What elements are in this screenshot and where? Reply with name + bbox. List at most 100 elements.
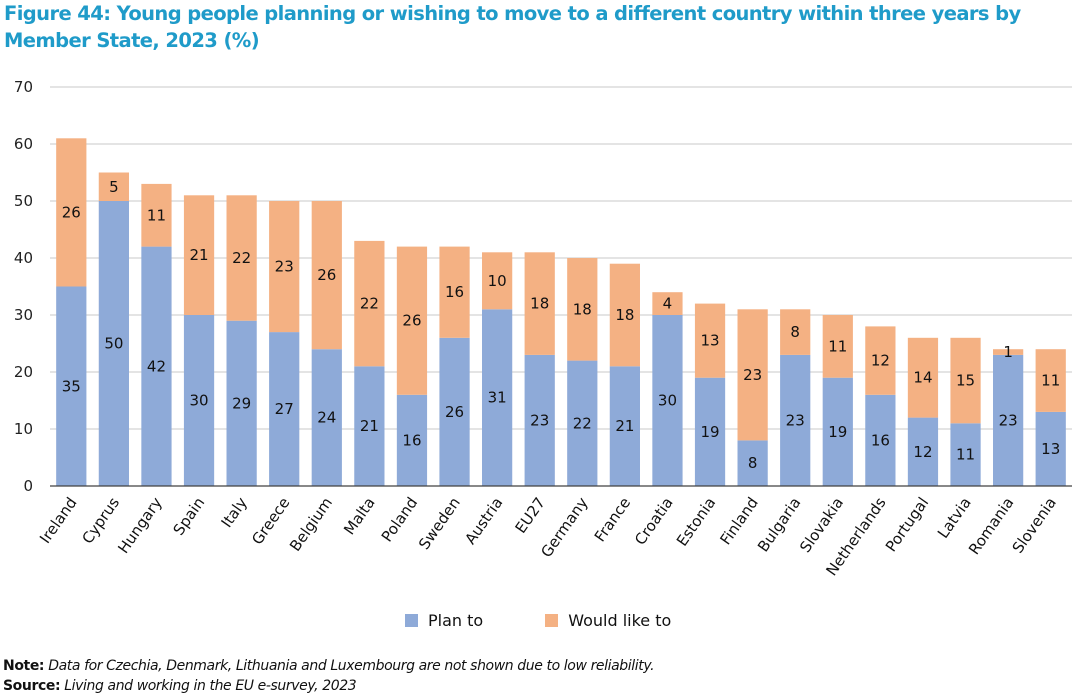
x-tick-label: Croatia [631, 494, 677, 548]
data-label-plan-to: 13 [1041, 440, 1060, 458]
bar-would-like-to [226, 195, 257, 321]
y-tick-label: 40 [14, 249, 33, 267]
bar-plan-to [567, 360, 598, 486]
gridlines [50, 86, 1072, 430]
bar-would-like-to [822, 315, 853, 378]
bar-would-like-to [694, 303, 726, 378]
bar-would-like-to [354, 240, 385, 367]
legend-label-plan-to: Plan to [428, 611, 484, 630]
bar-would-like-to [652, 292, 683, 315]
data-label-plan-to: 30 [658, 392, 677, 410]
x-tick-label: Latvia [934, 494, 975, 542]
data-label-plan-to: 21 [360, 417, 379, 435]
x-tick-label: EU27 [512, 494, 549, 537]
data-label-would-like-to: 21 [189, 246, 208, 264]
data-label-plan-to: 35 [62, 377, 81, 395]
bar-would-like-to [737, 309, 768, 441]
bar-plan-to [1035, 411, 1066, 486]
bar-would-like-to [439, 246, 470, 338]
data-label-plan-to: 12 [913, 443, 932, 461]
bar-plan-to [354, 366, 385, 486]
data-label-would-like-to: 16 [445, 283, 464, 301]
data-label-plan-to: 19 [700, 423, 719, 441]
note-line: Note: Data for Czechia, Denmark, Lithuan… [3, 656, 655, 676]
note-text: Data for Czechia, Denmark, Lithuania and… [48, 658, 655, 674]
bar-plan-to [993, 354, 1024, 486]
bar-would-like-to [950, 337, 981, 424]
legend-swatch-plan-to [405, 614, 418, 627]
data-label-would-like-to: 23 [275, 258, 294, 276]
x-tick-label: Spain [170, 494, 209, 539]
bar-plan-to [737, 440, 768, 486]
bar-plan-to [780, 354, 811, 486]
x-tick-label: Italy [217, 494, 250, 531]
data-label-would-like-to: 5 [109, 178, 119, 196]
x-tick-label: Slovenia [1009, 494, 1060, 557]
x-tick-label: Poland [378, 494, 421, 545]
bar-would-like-to [567, 258, 598, 361]
source-label: Source: [3, 678, 61, 694]
bar-plan-to [98, 201, 129, 486]
y-tick-label: 20 [14, 363, 33, 381]
y-tick-label: 30 [14, 306, 33, 324]
figure-title: Figure 44: Young people planning or wish… [4, 2, 1021, 52]
bar-plan-to [865, 394, 896, 486]
bar-would-like-to [482, 252, 513, 310]
data-label-plan-to: 30 [189, 392, 208, 410]
x-tick-label: France [591, 494, 634, 545]
x-tick-label: Cyprus [78, 494, 123, 547]
bar-would-like-to [907, 337, 939, 418]
bar-plan-to [141, 246, 172, 486]
bar-plan-to [439, 337, 470, 486]
legend: Plan to Would like to [405, 611, 733, 630]
data-label-would-like-to: 1 [1003, 343, 1013, 361]
data-label-plan-to: 26 [445, 403, 464, 421]
data-label-would-like-to: 22 [360, 295, 379, 313]
bar-plan-to [396, 394, 428, 486]
x-tick-label: Ireland [36, 494, 81, 547]
note-label: Note: [3, 658, 45, 674]
x-tick-label: Portugal [882, 494, 932, 555]
bar-plan-to [482, 309, 513, 486]
y-tick-label: 50 [14, 192, 33, 210]
x-tick-label: Austria [461, 494, 506, 548]
data-label-would-like-to: 15 [956, 372, 975, 390]
data-label-would-like-to: 13 [700, 332, 719, 350]
data-label-plan-to: 23 [530, 411, 549, 429]
data-label-plan-to: 16 [402, 431, 421, 449]
x-tick-label: Malta [340, 494, 378, 538]
bar-would-like-to [269, 201, 300, 333]
bar-plan-to [183, 315, 215, 486]
bar-plan-to [822, 377, 853, 486]
y-tick-label: 0 [23, 477, 33, 495]
bar-would-like-to [993, 349, 1024, 355]
x-tick-label: Greece [248, 494, 293, 548]
legend-label-would-like-to: Would like to [568, 611, 672, 630]
bar-plan-to [524, 354, 555, 486]
data-label-would-like-to: 11 [828, 337, 847, 355]
data-label-would-like-to: 11 [1041, 372, 1060, 390]
data-label-plan-to: 42 [147, 357, 166, 375]
bar-plan-to [609, 366, 640, 486]
figure-notes: Note: Data for Czechia, Denmark, Lithuan… [3, 656, 655, 696]
data-label-plan-to: 8 [748, 454, 758, 472]
data-label-would-like-to: 4 [663, 295, 673, 313]
data-label-would-like-to: 26 [402, 312, 421, 330]
legend-swatch-would-like-to [545, 614, 559, 627]
data-label-plan-to: 50 [104, 335, 123, 353]
data-label-would-like-to: 18 [615, 306, 634, 324]
source-text: Living and working in the EU e-survey, 2… [64, 678, 357, 694]
x-tick-label: Sweden [415, 494, 464, 553]
x-tick-label: Belgium [286, 494, 336, 555]
x-tick-label: Finland [716, 494, 761, 548]
data-label-would-like-to: 26 [62, 203, 81, 221]
bar-would-like-to [865, 326, 896, 395]
y-tick-label: 10 [14, 420, 33, 438]
bar-plan-to [226, 320, 257, 486]
bars [56, 138, 1066, 486]
data-label-would-like-to: 26 [317, 266, 336, 284]
legend-item-plan-to: Plan to [405, 611, 483, 630]
bar-plan-to [311, 349, 342, 486]
source-line: Source: Living and working in the EU e-s… [3, 676, 654, 696]
bar-would-like-to [396, 246, 428, 395]
